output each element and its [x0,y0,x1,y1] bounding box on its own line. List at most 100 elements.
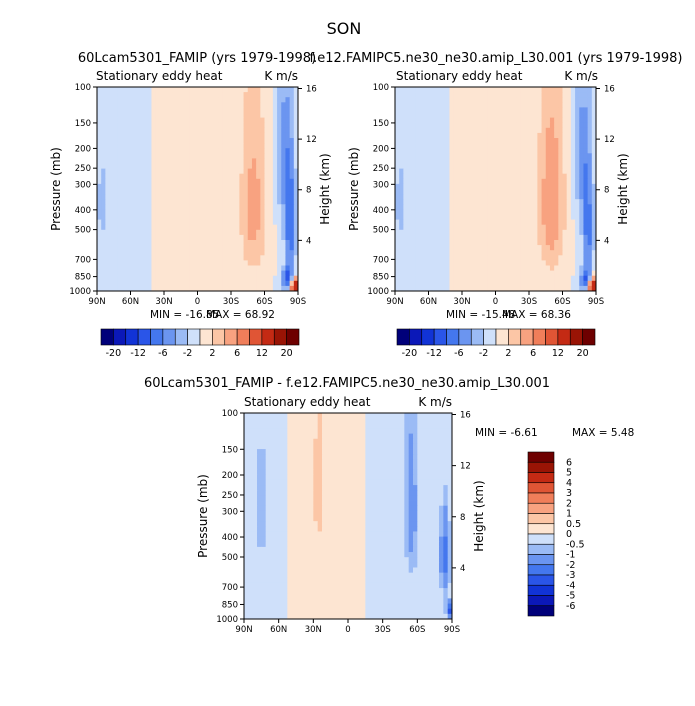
heatmap-cell [277,260,282,266]
heatmap-cell [575,183,580,190]
heatmap-cell [520,87,526,93]
heatmap-cell [283,516,288,522]
heatmap-cell [516,178,522,185]
heatmap-cell [274,495,280,501]
heatmap-cell [309,433,314,440]
heatmap-cell [168,122,173,129]
heatmap-cell [554,229,559,236]
heatmap-cell [424,270,429,277]
heatmap-cell [231,117,236,124]
heatmap-cell [138,148,144,154]
heatmap-cell [587,234,593,241]
heatmap-cell [130,209,136,215]
heatmap-cell [189,214,194,220]
heatmap-cell [222,112,228,118]
heatmap-cell [268,143,274,149]
heatmap-cell [193,173,198,180]
heatmap-cell [130,117,136,124]
heatmap-cell [430,474,436,481]
heatmap-cell [251,189,257,195]
heatmap-cell [478,92,484,98]
heatmap-cell [395,143,400,149]
heatmap-cell [147,122,152,129]
heatmap-cell [439,418,444,424]
y-right-axis-label: Height (km) [318,153,332,224]
heatmap-cell [231,183,236,190]
heatmap-cell [374,428,379,434]
heatmap-cell [261,490,267,496]
heatmap-cell [369,490,375,496]
heatmap-cell [151,224,157,231]
heatmap-cell [503,224,509,231]
heatmap-cell [415,168,421,175]
heatmap-cell [252,469,258,476]
heatmap-cell [176,265,182,271]
heatmap-cell [400,500,405,507]
heatmap-cell [549,112,555,118]
heatmap-cell [97,285,102,292]
heatmap-cell [443,500,449,507]
heatmap-cell [356,459,362,465]
heatmap-cell [399,209,404,215]
heatmap-cell [432,178,438,185]
heatmap-cell [434,438,440,445]
heatmap-cell [587,275,593,282]
heatmap-cell [138,112,144,118]
heatmap-cell [382,490,388,496]
heatmap-cell [164,209,169,215]
heatmap-cell [457,183,463,190]
heatmap-cell [343,510,349,517]
heatmap-cell [239,229,244,236]
heatmap-cell [579,285,584,292]
heatmap-cell [424,158,429,164]
heatmap-cell [508,148,513,154]
heatmap-cell [274,516,280,522]
heatmap-cell [126,214,131,220]
heatmap-cell [252,459,258,465]
heatmap-cell [289,102,295,108]
heatmap-cell [453,219,459,226]
heatmap-cell [168,194,173,200]
heatmap-cell [235,219,240,226]
heatmap-cell [407,199,413,205]
heatmap-cell [503,183,509,190]
heatmap-cell [277,275,282,282]
heatmap-cell [281,127,286,134]
heatmap-cell [257,500,262,507]
heatmap-cell [201,183,207,190]
heatmap-cell [520,183,526,190]
heatmap-cell [482,270,488,277]
heatmap-cell [151,153,157,159]
heatmap-cell [168,173,173,180]
heatmap-cell [562,178,568,185]
heatmap-cell [272,153,278,159]
heatmap-cell [387,443,392,450]
heatmap-cell [529,265,534,271]
heatmap-cell [369,510,375,517]
heatmap-cell [441,107,446,113]
heatmap-cell [155,229,161,236]
heatmap-cell [172,275,177,282]
heatmap-cell [430,469,436,476]
heatmap-cell [566,204,572,210]
heatmap-cell [264,102,270,108]
heatmap-cell [247,127,253,134]
heatmap-cell [330,418,336,424]
heatmap-cell [151,122,157,129]
heatmap-cell [441,280,446,287]
heatmap-cell [395,204,400,210]
heatmap-cell [512,240,517,246]
heatmap-cell [583,204,589,210]
heatmap-cell [533,204,538,210]
heatmap-cell [113,132,119,139]
x-tick-label: 90S [588,297,604,307]
heatmap-cell [243,117,249,124]
heatmap-cell [445,127,450,134]
heatmap-cell [575,153,580,159]
heatmap-cell [404,459,410,465]
heatmap-cell [184,255,190,261]
heatmap-cell [252,423,258,429]
heatmap-cell [453,153,459,159]
heatmap-cell [558,183,563,190]
heatmap-cell [222,97,228,103]
